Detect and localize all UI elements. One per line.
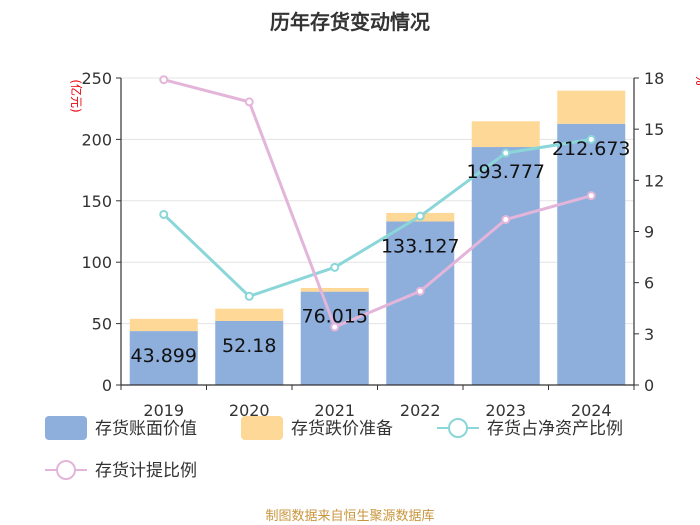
bar-data-labels: 43.899 52.18 76.015 133.127 193.777 212.673 <box>131 138 631 367</box>
legend-label: 存货计提比例 <box>95 461 197 481</box>
legend-swatch <box>45 416 87 440</box>
legend-swatch <box>241 416 283 440</box>
bar-provision-2019 <box>129 318 198 332</box>
legend-label: 存货占净资产比例 <box>487 419 623 439</box>
line-point-provision-ratio-2019 <box>159 75 169 85</box>
line-point-inventory-to-net-assets-2024 <box>586 134 596 144</box>
right-axis-tick-label: 0 <box>644 376 654 395</box>
lines <box>159 75 596 332</box>
bar-book-value-2021 <box>300 291 369 385</box>
bars <box>129 90 626 385</box>
left-axis-unit: (亿元) <box>69 79 84 112</box>
legend-item-0[interactable]: 存货账面价值 <box>45 416 197 440</box>
bar-book-value-2019 <box>129 331 198 385</box>
line-series-provision-ratio <box>163 78 592 329</box>
bar-book-value-2024 <box>557 123 626 385</box>
bar-data-label-2022: 133.127 <box>381 236 460 258</box>
bar-book-value-2020 <box>215 320 284 385</box>
line-point-inventory-to-net-assets-2022 <box>415 211 425 221</box>
line-point-inventory-to-net-assets-2020 <box>244 291 254 301</box>
right-axis-tick-label: 9 <box>644 223 654 242</box>
bar-provision-2021 <box>300 287 369 292</box>
bar-provision-2023 <box>471 121 540 148</box>
bar-data-label-2020: 52.18 <box>222 335 276 357</box>
right-axis-tick-label: 18 <box>644 69 664 88</box>
line-point-provision-ratio-2020 <box>244 97 254 107</box>
left-axis-tick-label: 150 <box>81 192 112 211</box>
line-point-provision-ratio-2021 <box>330 322 340 332</box>
right-axis-tick-label: 3 <box>644 325 654 344</box>
line-point-provision-ratio-2023 <box>501 215 511 225</box>
x-axis-tick-label-2024: 2024 <box>571 401 612 420</box>
left-axis-tick-label: 0 <box>102 376 112 395</box>
right-axis-tick-label: 12 <box>644 171 664 190</box>
x-axis-tick-label-2019: 2019 <box>143 401 184 420</box>
left-axis-tick-label: 200 <box>81 130 112 149</box>
bar-data-label-2023: 193.777 <box>466 161 545 183</box>
bar-provision-2024 <box>557 90 626 124</box>
bar-data-label-2024: 212.673 <box>552 138 631 160</box>
legend-label: 存货跌价准备 <box>291 419 393 439</box>
right-axis-tick-label: 6 <box>644 274 654 293</box>
grid <box>121 77 634 325</box>
legend-label: 存货账面价值 <box>95 419 197 439</box>
left-axis-tick-label: 100 <box>81 253 112 272</box>
x-axis-tick-label-2020: 2020 <box>229 401 270 420</box>
bar-provision-2020 <box>215 308 284 321</box>
line-point-provision-ratio-2022 <box>415 286 425 296</box>
right-axis-unit: % <box>693 74 700 85</box>
x-axis-tick-label-2023: 2023 <box>485 401 526 420</box>
line-point-inventory-to-net-assets-2023 <box>501 148 511 158</box>
legend-marker-icon <box>56 460 76 480</box>
legend-item-2[interactable]: 存货占净资产比例 <box>437 418 623 439</box>
left-axis-tick-label: 250 <box>81 69 112 88</box>
axes: 0 50 100 150 200 250 0 3 6 9 12 15 18 2019 2020 2021 202… <box>81 69 664 420</box>
bar-data-label-2021: 76.015 <box>302 306 368 328</box>
line-series-inventory-to-net-assets <box>162 137 592 298</box>
right-axis-tick-label: 15 <box>644 120 664 139</box>
bar-data-label-2019: 43.899 <box>131 345 197 367</box>
line-point-inventory-to-net-assets-2021 <box>330 262 340 272</box>
source-note: 制图数据来自恒生聚源数据库 <box>265 508 434 524</box>
chart-title: 历年存货变动情况 <box>270 10 430 34</box>
legend-item-1[interactable]: 存货跌价准备 <box>241 416 393 440</box>
line-point-inventory-to-net-assets-2019 <box>159 209 169 219</box>
bar-book-value-2023 <box>471 147 540 385</box>
x-axis-tick-label-2021: 2021 <box>314 401 355 420</box>
line-point-provision-ratio-2024 <box>586 191 596 201</box>
legend-item-3[interactable]: 存货计提比例 <box>45 460 197 481</box>
x-axis-tick-label-2022: 2022 <box>400 401 441 420</box>
left-axis-tick-label: 50 <box>92 315 112 334</box>
legend-marker-icon <box>448 418 468 438</box>
bar-book-value-2022 <box>386 221 455 385</box>
